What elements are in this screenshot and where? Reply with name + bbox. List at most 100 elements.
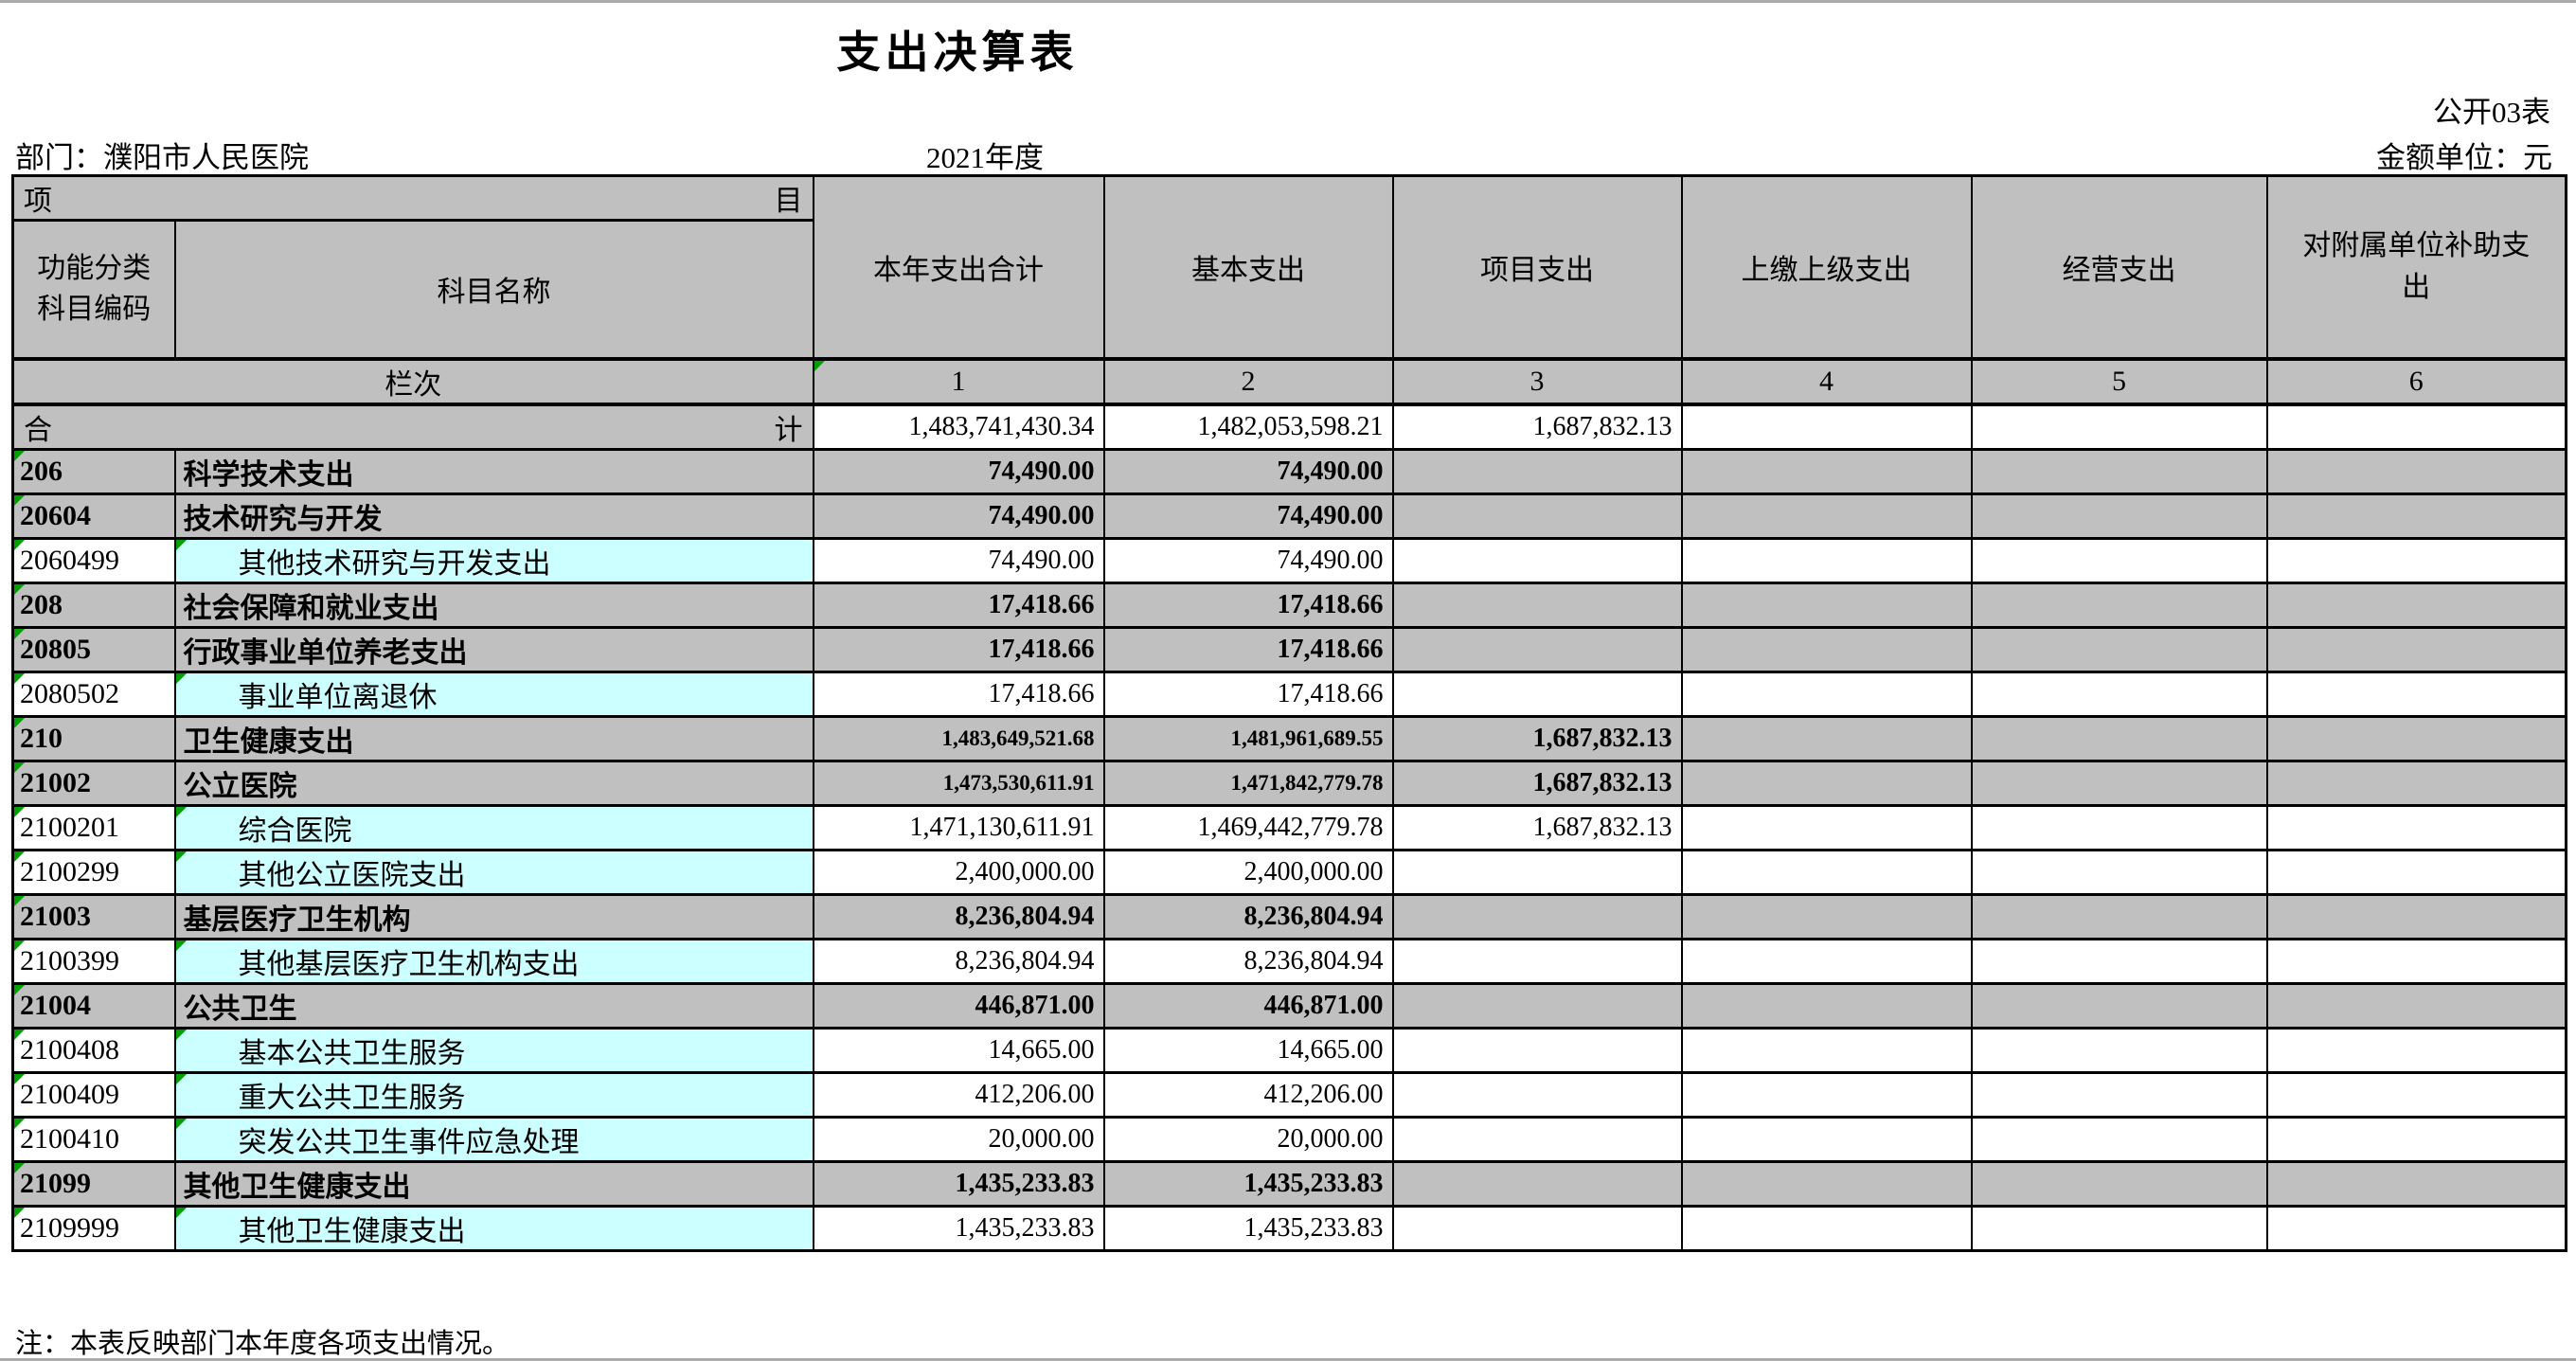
value-cell <box>1970 759 2268 807</box>
value-cell <box>1970 892 2268 940</box>
value-cell: 1,481,961,689.55 <box>1102 714 1394 762</box>
value-cell <box>2265 492 2567 540</box>
unit-label: 金额单位：元 <box>2376 141 2552 174</box>
table-row: 2060499 其他技术研究与开发支出 74,490.00 74,490.00 <box>11 536 2567 584</box>
error-indicator-icon <box>176 941 187 951</box>
error-indicator-icon <box>14 986 25 995</box>
value-cell: 74,490.00 <box>812 492 1105 540</box>
value-cell <box>2265 1204 2567 1252</box>
error-indicator-icon <box>14 1164 25 1173</box>
table-row: 2100409 重大公共卫生服务 412,206.00 412,206.00 <box>11 1070 2567 1119</box>
value-cell <box>1970 447 2268 495</box>
value-cell <box>1970 1026 2268 1074</box>
code-cell: 2100408 <box>11 1026 176 1074</box>
header-col-operating-expenditure: 经营支出 <box>1970 174 2268 360</box>
value-cell <box>1391 670 1683 718</box>
value-cell: 1,473,530,611.91 <box>812 759 1105 807</box>
value-cell: 17,418.66 <box>1102 625 1394 673</box>
name-cell: 其他公立医院支出 <box>173 848 814 896</box>
total-label-cell: 合计 <box>11 403 814 451</box>
header-code-label: 功能分类科目编码 <box>37 252 152 326</box>
name-cell: 卫生健康支出 <box>173 714 814 762</box>
code-cell: 21004 <box>11 981 176 1030</box>
value-cell <box>2265 714 2567 762</box>
value-cell <box>1680 581 1973 629</box>
value-cell: 2,400,000.00 <box>812 848 1105 896</box>
value-cell <box>1970 848 2268 896</box>
table-row: 2109999 其他卫生健康支出 1,435,233.83 1,435,233.… <box>11 1204 2567 1252</box>
value-cell <box>1680 536 1973 584</box>
value-cell <box>1680 1115 1973 1163</box>
value-cell: 1,435,233.83 <box>1102 1159 1394 1208</box>
value-cell <box>2265 1070 2567 1119</box>
rank-cell-3: 3 <box>1391 356 1683 406</box>
value-cell <box>1680 670 1973 718</box>
value-cell: 8,236,804.94 <box>812 937 1105 985</box>
value-cell <box>1391 1070 1683 1119</box>
name-cell: 其他卫生健康支出 <box>173 1204 814 1252</box>
value-cell <box>1970 714 2268 762</box>
value-cell <box>2265 536 2567 584</box>
value-cell <box>1680 1204 1973 1252</box>
value-cell: 8,236,804.94 <box>1102 937 1394 985</box>
value-cell <box>1391 892 1683 940</box>
code-cell: 2100399 <box>11 937 176 985</box>
value-cell <box>1680 1070 1973 1119</box>
code-cell: 20805 <box>11 625 176 673</box>
value-cell <box>1970 803 2268 851</box>
error-indicator-icon <box>176 541 187 550</box>
total-row: 合计 1,483,741,430.34 1,482,053,598.21 1,6… <box>11 403 2567 451</box>
value-cell <box>2265 1159 2567 1208</box>
code-cell: 2080502 <box>11 670 176 718</box>
name-cell: 公共卫生 <box>173 981 814 1030</box>
error-indicator-icon <box>14 585 25 595</box>
error-indicator-icon <box>14 630 25 639</box>
code-cell: 206 <box>11 447 176 495</box>
value-cell <box>2265 1026 2567 1074</box>
error-indicator-icon <box>14 496 25 506</box>
value-cell: 8,236,804.94 <box>812 892 1105 940</box>
error-indicator-icon <box>14 808 25 817</box>
value-cell: 74,490.00 <box>1102 536 1394 584</box>
value-cell <box>2265 848 2567 896</box>
value-cell <box>1391 1115 1683 1163</box>
value-cell: 74,490.00 <box>1102 492 1394 540</box>
table-row: 208 社会保障和就业支出 17,418.66 17,418.66 <box>11 581 2567 629</box>
error-indicator-icon <box>14 674 25 684</box>
rank-cell-2: 2 <box>1102 356 1394 406</box>
value-cell: 14,665.00 <box>812 1026 1105 1074</box>
error-indicator-icon <box>176 1075 187 1084</box>
name-cell: 基层医疗卫生机构 <box>173 892 814 940</box>
name-cell: 科学技术支出 <box>173 447 814 495</box>
table-row: 20805 行政事业单位养老支出 17,418.66 17,418.66 <box>11 625 2567 673</box>
value-cell <box>1391 1159 1683 1208</box>
value-cell: 1,435,233.83 <box>1102 1204 1394 1252</box>
value-cell <box>2265 981 2567 1030</box>
table-row: 21003 基层医疗卫生机构 8,236,804.94 8,236,804.94 <box>11 892 2567 940</box>
error-indicator-icon <box>14 719 25 728</box>
header-col-basic-expenditure: 基本支出 <box>1102 174 1394 360</box>
value-cell <box>1391 625 1683 673</box>
code-cell: 208 <box>11 581 176 629</box>
value-cell <box>1391 492 1683 540</box>
value-cell <box>2265 670 2567 718</box>
value-cell <box>1680 892 1973 940</box>
value-cell: 8,236,804.94 <box>1102 892 1394 940</box>
value-cell <box>1970 492 2268 540</box>
code-cell: 2100201 <box>11 803 176 851</box>
error-indicator-icon <box>14 1030 25 1040</box>
name-cell: 突发公共卫生事件应急处理 <box>173 1115 814 1163</box>
value-cell <box>1391 447 1683 495</box>
code-cell: 2100409 <box>11 1070 176 1119</box>
table-row: 210 卫生健康支出 1,483,649,521.68 1,481,961,68… <box>11 714 2567 762</box>
header-col-subsidy-to-affiliates: 对附属单位补助支出 <box>2265 174 2567 360</box>
value-cell: 74,490.00 <box>1102 447 1394 495</box>
error-indicator-icon <box>176 1030 187 1040</box>
name-cell: 技术研究与开发 <box>173 492 814 540</box>
table-row: 21004 公共卫生 446,871.00 446,871.00 <box>11 981 2567 1030</box>
value-cell <box>1680 714 1973 762</box>
total-value-cell: 1,483,741,430.34 <box>812 403 1105 451</box>
value-cell <box>1391 1204 1683 1252</box>
form-code-label: 公开03表 <box>2433 96 2550 129</box>
value-cell <box>2265 759 2567 807</box>
